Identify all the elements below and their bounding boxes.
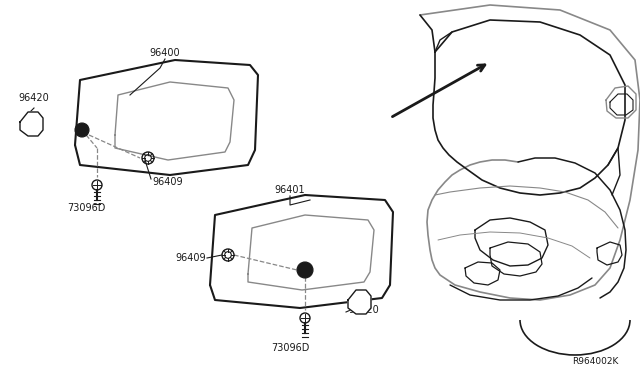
Circle shape [77,125,86,135]
Polygon shape [20,112,43,136]
Text: 73096D: 73096D [271,343,309,353]
Text: 73096D: 73096D [67,203,106,213]
Polygon shape [348,290,371,314]
Text: 96400: 96400 [150,48,180,58]
Text: 96409: 96409 [152,177,182,187]
Text: 96420: 96420 [348,305,379,315]
Text: 96401: 96401 [275,185,305,195]
Text: R964002K: R964002K [572,357,618,366]
Circle shape [79,128,84,132]
Text: 96420: 96420 [18,93,49,103]
Text: 96409: 96409 [175,253,205,263]
Circle shape [297,262,313,278]
Circle shape [75,123,89,137]
Circle shape [300,264,310,276]
Circle shape [301,266,308,273]
